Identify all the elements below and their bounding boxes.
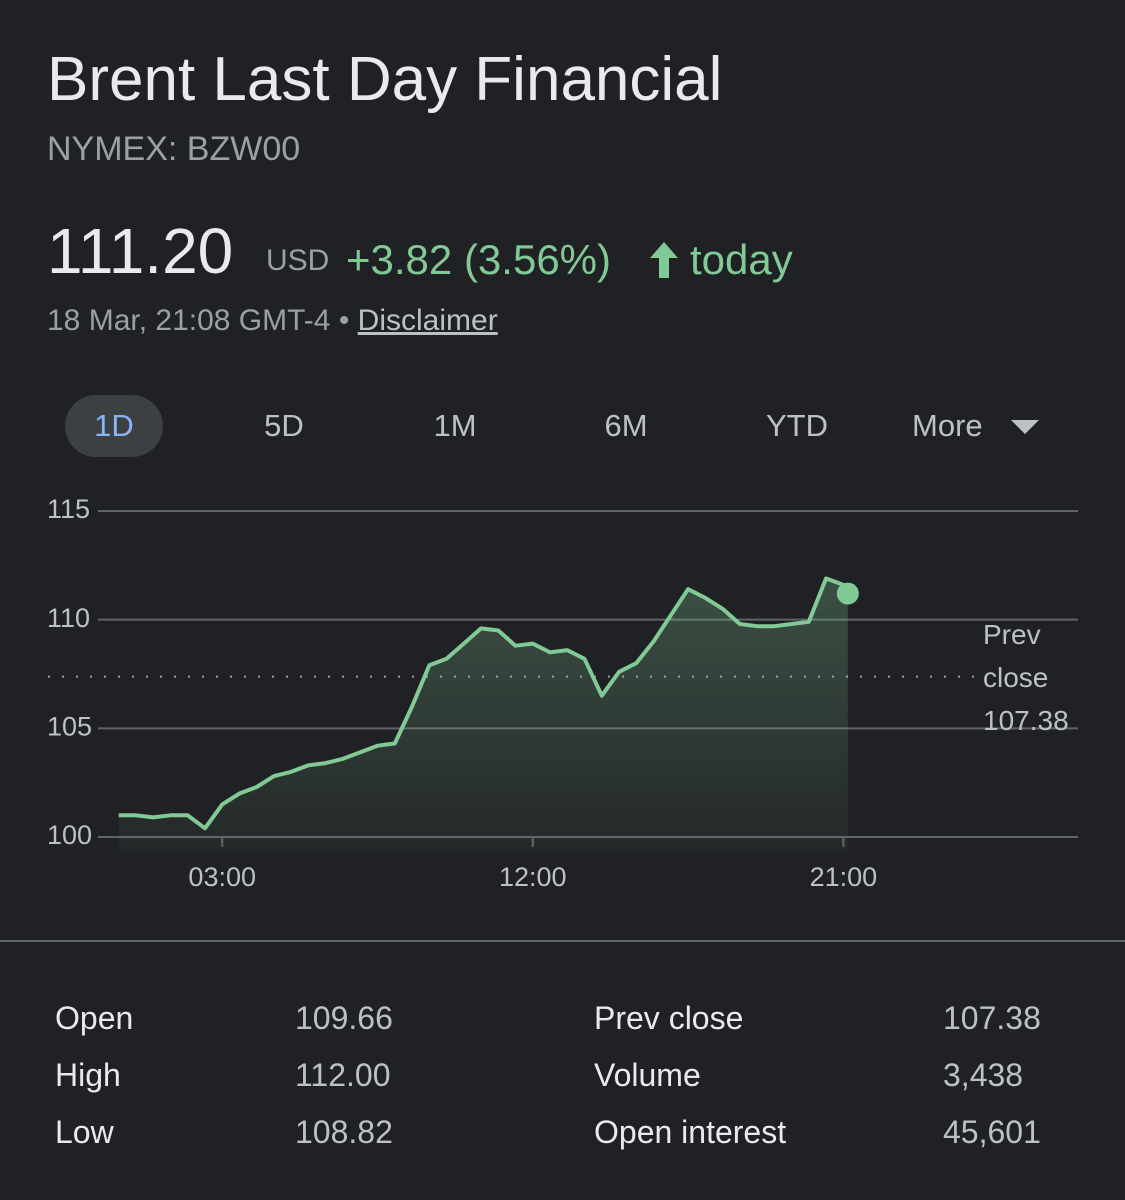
range-tab[interactable]: 1D <box>65 395 163 457</box>
stat-value: 45,601 <box>943 1114 1041 1150</box>
disclaimer-link[interactable]: Disclaimer <box>357 304 498 337</box>
stat-label: High <box>55 1057 121 1093</box>
stat-label: Open <box>55 1000 134 1036</box>
separator: • <box>338 304 350 337</box>
x-tick-label: 21:00 <box>810 862 878 892</box>
stat-value: 108.82 <box>295 1114 393 1150</box>
y-tick-label: 105 <box>47 711 92 741</box>
stat-value: 109.66 <box>295 1000 393 1036</box>
currency: USD <box>266 244 330 277</box>
x-tick-label: 03:00 <box>188 862 256 892</box>
timestamp: 18 Mar, 21:08 GMT-4 <box>47 304 331 337</box>
timestamp-row: 18 Mar, 21:08 GMT-4 • Disclaimer <box>47 304 498 338</box>
range-tab[interactable]: 5D <box>264 408 304 443</box>
stat-label: Volume <box>594 1057 701 1093</box>
price-line <box>118 576 850 831</box>
period: today <box>690 236 793 283</box>
stat-label: Low <box>55 1114 114 1150</box>
last-point <box>836 582 859 605</box>
stat-value: 3,438 <box>943 1057 1024 1093</box>
area <box>118 578 848 851</box>
x-tick-label: 12:00 <box>499 862 567 892</box>
range-tab[interactable]: 1M <box>433 408 477 443</box>
title: Brent Last Day Financial <box>47 45 723 114</box>
stat-value: 112.00 <box>295 1057 391 1093</box>
range-tab[interactable]: More <box>912 408 983 443</box>
ticker: NYMEX: BZW00 <box>47 130 301 168</box>
dropdown-icon <box>1011 420 1039 434</box>
stat-label: Prev close <box>594 1000 744 1036</box>
stat-label: Open interest <box>594 1114 787 1150</box>
stat-value: 107.38 <box>943 1000 1041 1036</box>
prev-close-label: Prev close <box>983 618 1049 693</box>
range-tab[interactable]: YTD <box>766 408 828 443</box>
prev-close-value: 107.38 <box>983 704 1069 736</box>
y-tick-label: 100 <box>47 820 92 850</box>
change: +3.82 (3.56%) <box>346 236 612 283</box>
price: 111.20 <box>47 215 234 287</box>
range-tab[interactable]: 6M <box>604 408 648 443</box>
y-tick-label: 115 <box>47 494 90 524</box>
up-arrow <box>650 242 678 278</box>
y-tick-label: 110 <box>47 603 90 633</box>
